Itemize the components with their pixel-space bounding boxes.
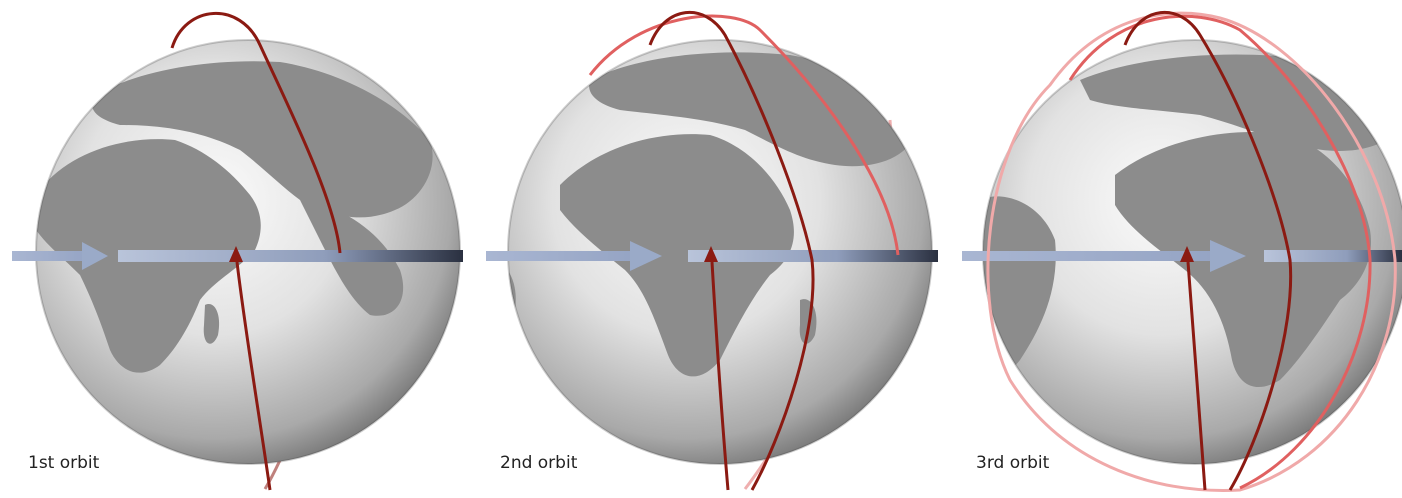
panel-2: 2nd orbit	[486, 11, 938, 491]
orbit-3-current-top	[1123, 11, 1293, 491]
blue-arrowhead-icon	[82, 242, 108, 270]
blue-arrowhead-icon	[630, 241, 662, 271]
orbit-3-previous	[1068, 14, 1372, 490]
panel-label-1: 1st orbit	[28, 453, 100, 473]
orbit-1-ascending	[235, 261, 272, 491]
orbit-1-front	[170, 11, 342, 254]
rotation-arrow-2	[486, 241, 938, 271]
orbit-2-previous	[588, 14, 900, 256]
red-arrowhead-icon	[1180, 246, 1194, 262]
red-arrowhead-icon	[229, 246, 243, 262]
panel-label-3: 3rd orbit	[976, 453, 1050, 473]
orbit-3-oldest	[986, 11, 1397, 492]
panel-1: 1st orbit	[12, 11, 463, 491]
orbit-2-current-top	[648, 11, 815, 491]
blue-arrowhead-icon	[1210, 240, 1246, 272]
panel-label-2: 2nd orbit	[500, 453, 578, 473]
panel-3: 3rd orbit	[962, 11, 1402, 492]
orbit-3-ascending	[1186, 261, 1207, 491]
rotation-arrow-3	[962, 240, 1402, 272]
orbit-2-ascending	[710, 261, 730, 491]
red-arrowhead-icon	[704, 246, 718, 262]
rotation-arrow-1	[12, 242, 463, 270]
